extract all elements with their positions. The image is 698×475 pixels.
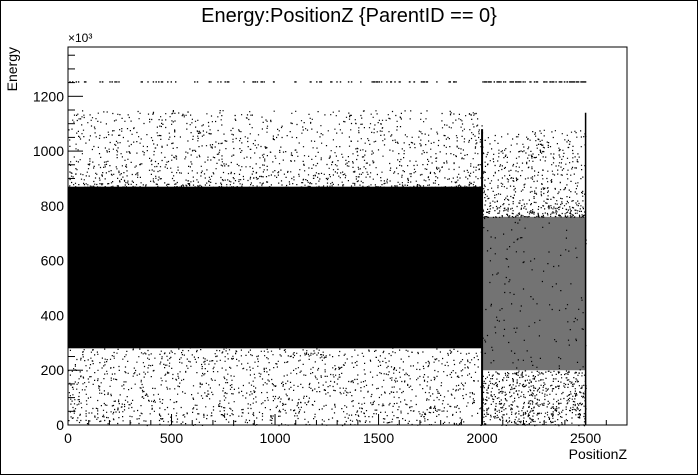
y-tick-label: 400 [41,307,65,323]
y-tick-label: 0 [56,417,64,433]
plot-frame [67,46,628,426]
top-dotted-points-0 [69,81,457,83]
y-tick-label: 1200 [33,88,64,104]
scatter-points [68,81,587,427]
dense-band-1 [482,216,586,371]
y-tick-label: 600 [41,253,65,269]
x-tick-label: 0 [64,430,72,446]
top-dotted-points-1 [482,81,587,83]
x-tick-label: 1500 [363,430,394,446]
x-tick-label: 1000 [259,430,290,446]
chart-title: Energy:PositionZ {ParentID == 0} [201,5,497,27]
y-axis-label: Energy [4,47,20,91]
x-tick-label: 2500 [570,430,601,446]
sparse-points-1 [482,129,587,427]
x-axis-label: PositionZ [569,446,628,462]
dense-band-0 [68,186,483,349]
y-tick-label: 800 [41,198,65,214]
y-tick-label: 1000 [33,143,64,159]
x-tick-label: 2000 [466,430,497,446]
y-axis-multiplier: ×10³ [68,31,92,45]
y-axis: 0 200 400 600 800 1000 1200 [33,54,83,433]
x-axis: 0 500 1000 1500 2000 2500 [64,414,628,446]
y-tick-label: 200 [41,362,65,378]
x-tick-label: 500 [160,430,184,446]
